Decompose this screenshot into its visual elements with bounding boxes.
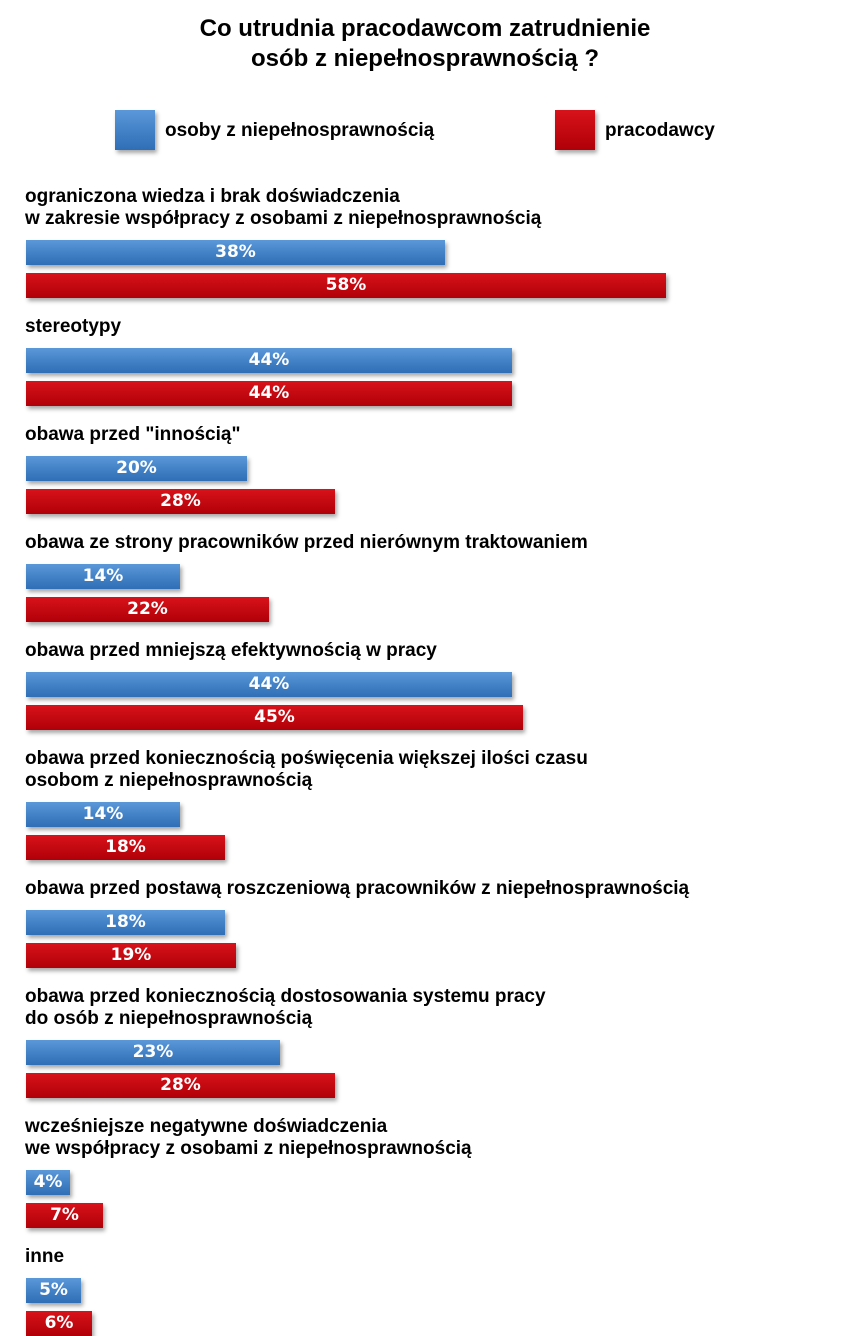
category-label: obawa ze strony pracowników przed nierów… [25, 532, 588, 554]
category-label-line: do osób z niepełnosprawnością [25, 1008, 313, 1029]
bar-value-label: 6% [44, 1313, 74, 1333]
category-label: obawa przed postawą roszczeniową pracown… [25, 878, 689, 900]
bar-osoby: 44% [26, 672, 512, 697]
category-label-line: inne [25, 1246, 65, 1267]
bar-value-label: 5% [39, 1280, 68, 1300]
bar-pracodawcy: 22% [26, 597, 269, 622]
category-label-line: ograniczona wiedza i brak doświadczenia [25, 186, 400, 207]
bar-value-label: 44% [248, 674, 290, 694]
category-label-line: wcześniejsze negatywne doświadczenia [25, 1116, 388, 1137]
category-label-line: w zakresie współpracy z osobami z niepeł… [25, 208, 542, 229]
bar-value-label: 4% [33, 1172, 63, 1192]
bar-value-label: 44% [248, 350, 290, 370]
bar-pracodawcy: 28% [26, 489, 335, 514]
category-label: obawa przed koniecznością poświęcenia wi… [25, 748, 588, 792]
category-label: obawa przed "innością" [25, 424, 240, 446]
bar-pracodawcy: 45% [26, 705, 523, 730]
chart-title-line-2: osób z niepełnosprawnością ? [250, 45, 600, 72]
bar-value-label: 20% [116, 458, 157, 478]
category-label: stereotypy [25, 316, 121, 338]
bar-value-label: 28% [160, 1075, 201, 1095]
category-label: wcześniejsze negatywne doświadczenia we w… [25, 1116, 472, 1160]
category-label-line: obawa przed mniejszą efektywnością w pra… [25, 640, 437, 661]
category-label-line: obawa przed koniecznością poświęcenia wi… [25, 748, 588, 769]
bar-osoby: 4% [26, 1170, 70, 1195]
bar-pracodawcy: 6% [26, 1311, 92, 1336]
bar-value-label: 45% [254, 707, 295, 727]
bar-value-label: 18% [105, 837, 146, 857]
bar-value-label: 28% [160, 491, 201, 511]
bar-value-label: 58% [325, 275, 367, 295]
bar-osoby: 18% [26, 910, 225, 935]
category-label-line: osobom z niepełnosprawnością [25, 770, 313, 791]
bar-osoby: 44% [26, 348, 512, 373]
bar-pracodawcy: 58% [26, 273, 666, 298]
category-label: obawa przed mniejszą efektywnością w pra… [25, 640, 437, 662]
bar-value-label: 18% [105, 912, 146, 932]
legend-label-osoby: osoby z niepełnosprawnością [165, 120, 435, 141]
category-label-line: obawa przed postawą roszczeniową pracown… [25, 878, 690, 899]
bar-pracodawcy: 7% [26, 1203, 103, 1228]
legend-swatch-pracodawcy [555, 110, 595, 150]
category-label-line: obawa przed koniecznością dostosowania s… [25, 986, 546, 1007]
bar-pracodawcy: 44% [26, 381, 512, 406]
bar-value-label: 14% [82, 566, 124, 586]
bar-osoby: 14% [26, 802, 180, 827]
bar-osoby: 5% [26, 1278, 81, 1303]
bar-value-label: 44% [248, 383, 290, 403]
bar-value-label: 22% [127, 599, 168, 619]
bar-osoby: 38% [26, 240, 445, 265]
bar-osoby: 20% [26, 456, 247, 481]
category-label-line: obawa ze strony pracowników przed nierów… [25, 532, 588, 553]
legend-label-pracodawcy: pracodawcy [605, 120, 715, 141]
bar-pracodawcy: 18% [26, 835, 225, 860]
bar-value-label: 7% [50, 1205, 79, 1225]
category-label: obawa przed koniecznością dostosowania s… [25, 986, 546, 1030]
category-label: inne [25, 1246, 64, 1268]
category-label: ograniczona wiedza i brak doświadczenia w… [25, 186, 541, 230]
category-label-line: obawa przed "innością" [25, 424, 241, 445]
chart-title-line-1: Co utrudnia pracodawcom zatrudnienie [199, 15, 651, 42]
category-label-line: we współpracy z osobami z niepełnosprawn… [25, 1138, 472, 1159]
bar-osoby: 23% [26, 1040, 280, 1065]
chart-title: Co utrudnia pracodawcom zatrudnienie osó… [0, 14, 850, 74]
bar-pracodawcy: 19% [26, 943, 236, 968]
bar-pracodawcy: 28% [26, 1073, 335, 1098]
bar-value-label: 38% [215, 242, 256, 262]
legend-swatch-osoby [115, 110, 155, 150]
bar-value-label: 19% [110, 945, 152, 965]
bar-value-label: 14% [82, 804, 124, 824]
category-label-line: stereotypy [25, 316, 122, 337]
bar-value-label: 23% [132, 1042, 174, 1062]
bar-osoby: 14% [26, 564, 180, 589]
